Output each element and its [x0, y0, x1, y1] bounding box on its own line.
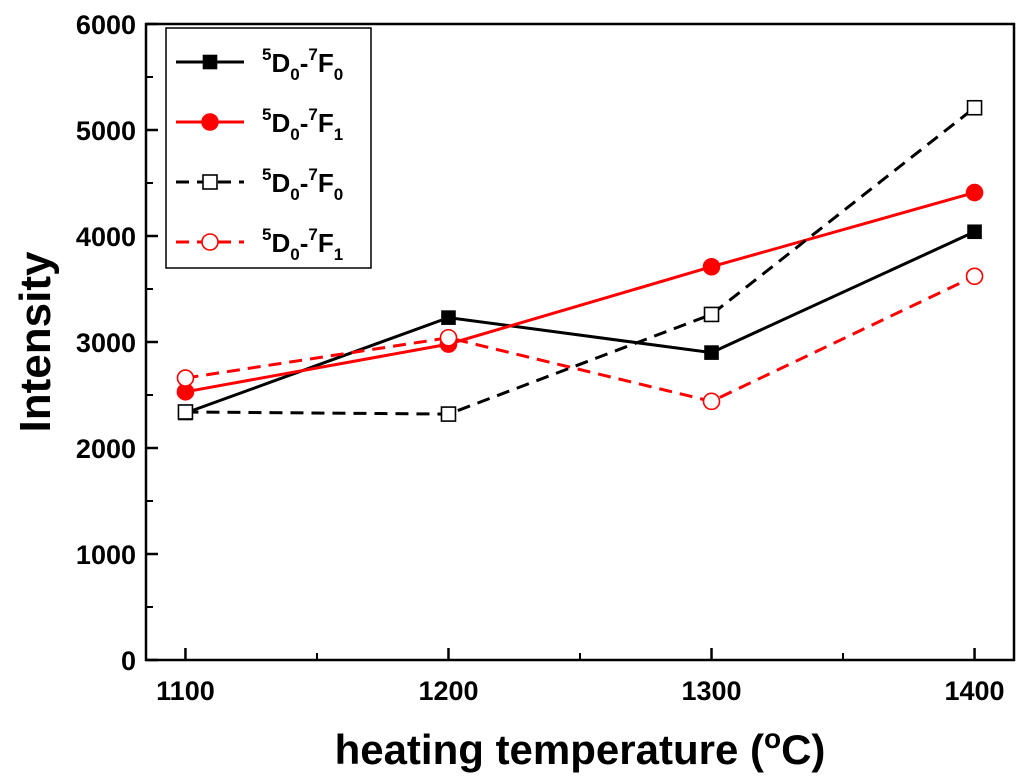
y-tick-label: 3000 [76, 328, 136, 358]
legend-label-part: D [271, 108, 290, 138]
x-axis-title: heating temperature (oC) [335, 723, 826, 773]
series-line [185, 191, 975, 394]
data-point [441, 310, 456, 325]
series-line [185, 274, 976, 403]
legend-label-part: 7 [308, 45, 317, 64]
legend-label-part: - [300, 228, 309, 258]
y-tick-label: 2000 [76, 434, 136, 464]
legend-label-part: 5 [262, 105, 271, 124]
legend-entry-2: 5D0-7F1 [176, 105, 343, 144]
legend-entry-4: 5D0-7F1 [176, 225, 343, 264]
data-point [965, 267, 984, 286]
y-tick-label: 0 [121, 646, 136, 676]
legend-label-part: D [271, 168, 290, 198]
legend-marker [201, 113, 219, 131]
x-axis-title-superscript: o [764, 723, 781, 754]
legend-label-part: - [300, 48, 309, 78]
data-point [703, 306, 720, 323]
series-1 [178, 224, 982, 421]
legend-label-part: 7 [308, 165, 317, 184]
data-point [704, 345, 719, 360]
x-tick-label: 1100 [156, 676, 215, 706]
series-3 [177, 99, 983, 422]
legend-label-part: 0 [290, 125, 299, 144]
legend-label-part: 7 [308, 105, 317, 124]
legend-label-part: - [300, 108, 309, 138]
legend-label-part: 0 [290, 65, 299, 84]
legend-label-part: 0 [290, 185, 299, 204]
legend-label: 5D0-7F1 [262, 105, 343, 144]
legend-label-part: - [300, 168, 309, 198]
legend-label: 5D0-7F0 [262, 45, 343, 84]
series-line [185, 106, 976, 416]
legend-label-part: F [318, 108, 334, 138]
series-4 [176, 267, 984, 411]
data-point [966, 99, 983, 116]
legend-box [165, 27, 372, 269]
legend-entry-1: 5D0-7F0 [176, 45, 343, 84]
legend-label-part: 5 [262, 45, 271, 64]
legend-entry-3: 5D0-7F0 [176, 165, 343, 204]
data-point [702, 257, 721, 276]
legend-label-part: 1 [334, 245, 343, 264]
x-axis-title-end: C) [781, 726, 825, 773]
legend-label-part: 0 [334, 185, 343, 204]
x-tick-label: 1300 [681, 676, 741, 706]
legend-label-part: 5 [262, 165, 271, 184]
y-axis-title: Intensity [11, 251, 60, 432]
legend-label-part: 0 [290, 245, 299, 264]
legend-label-part: 1 [334, 125, 343, 144]
legend-label: 5D0-7F0 [262, 165, 343, 204]
series-layer [176, 99, 984, 422]
legend-label-part: D [271, 48, 290, 78]
y-tick-label: 1000 [76, 540, 136, 570]
data-point [440, 406, 457, 422]
data-point [177, 404, 194, 420]
legend-label-part: D [271, 228, 290, 258]
legend-label-part: 0 [334, 65, 343, 84]
data-point [965, 183, 984, 202]
legend-label: 5D0-7F1 [262, 225, 343, 264]
y-tick-label: 4000 [76, 222, 136, 252]
data-point [967, 224, 982, 240]
series-line [184, 230, 976, 415]
legend-label-part: F [318, 48, 334, 78]
data-point [176, 369, 195, 387]
x-axis-title-main: heating temperature ( [335, 726, 764, 773]
x-tick-label: 1200 [418, 676, 478, 706]
y-tick-label: 5000 [76, 116, 136, 146]
x-tick-label: 1400 [945, 676, 1005, 706]
legend-label-part: F [318, 228, 334, 258]
y-tick-label: 6000 [76, 10, 136, 40]
legend-label-part: 5 [262, 225, 271, 244]
data-point [702, 392, 721, 411]
legend-marker [202, 174, 218, 190]
data-point [439, 328, 458, 347]
legend-label-part: F [318, 168, 334, 198]
legend-marker [201, 233, 219, 251]
legend-label-part: 7 [308, 225, 317, 244]
legend-marker [202, 54, 218, 70]
